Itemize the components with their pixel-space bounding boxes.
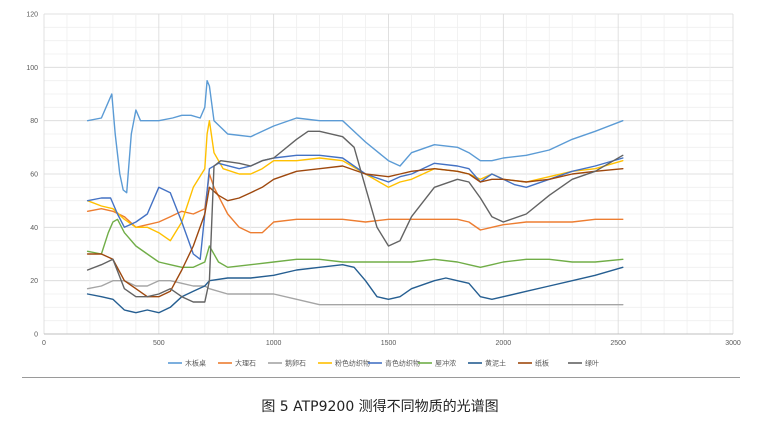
legend-label: 青色纺织物 [385,359,420,368]
y-tick-label: 120 [26,12,38,19]
series-line-8 [86,165,624,298]
legend-label: 大理石 [235,359,256,368]
series-line-3 [86,280,624,306]
y-tick-label: 40 [30,225,38,232]
figure-caption: 图 5 ATP9200 测得不同物质的光谱图 [261,399,499,415]
legend-label: 鹅卵石 [285,359,306,368]
legend: 木板桌 大理石 鹅卵石 粉色纺织物 青色纺织物 屋冲浓 黄泥土 纸板 绿叶 [168,359,599,368]
x-tick-label: 2000 [496,340,512,347]
x-tick-label: 0 [42,340,46,347]
x-tick-label: 1500 [381,340,397,347]
y-tick-label: 80 [30,118,38,125]
x-tick-label: 3000 [725,340,741,347]
caption-divider [22,377,740,378]
legend-label: 黄泥土 [485,359,506,368]
legend-label: 木板桌 [185,359,206,368]
y-tick-label: 60 [30,172,38,179]
legend-label: 绿叶 [585,359,599,368]
axes: 0 20 40 60 80 100 120 0 500 1000 1500 2000 2500 3000 [26,12,741,348]
x-tick-label: 2500 [610,340,626,347]
series-lines [86,80,624,314]
legend-label: 粉色纺织物 [335,359,370,368]
series-line-9 [86,130,624,303]
legend-label: 屋冲浓 [435,359,456,368]
y-tick-label: 20 [30,278,38,285]
series-line-6 [86,218,624,268]
y-tick-label: 0 [34,332,38,339]
y-tick-label: 100 [26,65,38,72]
x-tick-label: 1000 [266,340,282,347]
x-tick-label: 500 [153,340,165,347]
series-line-5 [86,154,624,260]
series-line-7 [86,264,624,314]
series-line-2 [86,173,624,234]
legend-label: 纸板 [535,359,549,368]
series-line-1 [86,80,624,194]
